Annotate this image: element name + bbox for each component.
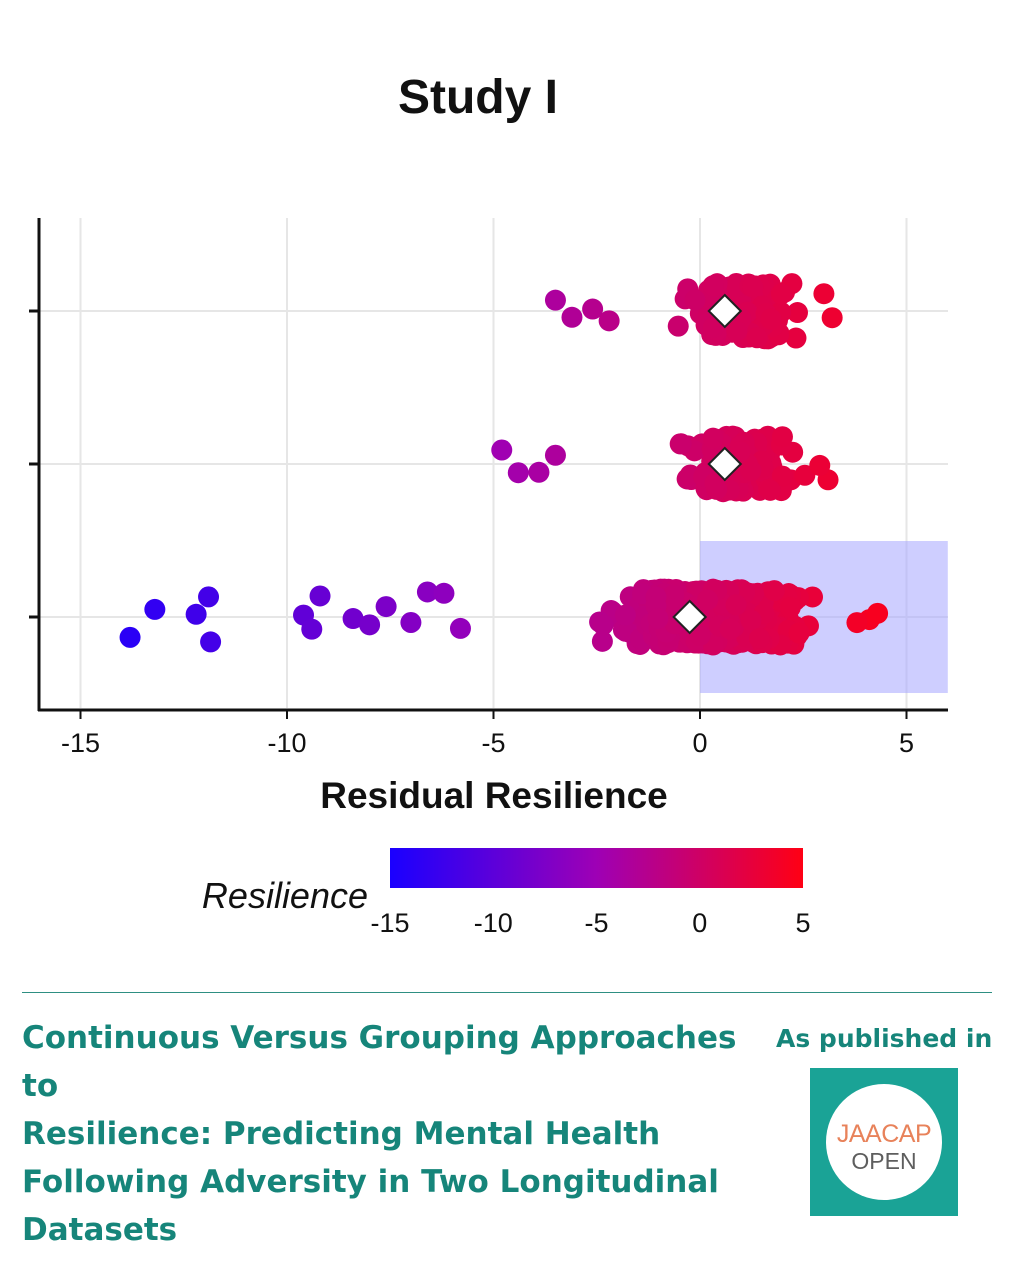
data-point <box>763 580 785 602</box>
data-point <box>667 315 689 337</box>
x-axis-label: Residual Resilience <box>320 775 668 816</box>
title-line: Continuous Versus Grouping Approaches to <box>22 1020 737 1104</box>
data-point <box>771 426 793 448</box>
x-tick-label: -15 <box>61 728 100 758</box>
group-means <box>672 293 743 635</box>
colorbar-tick-label: -15 <box>370 908 409 938</box>
colorbar-ticks: -15 -10 -5 0 5 <box>370 908 810 938</box>
article-title: Continuous Versus Grouping Approaches to… <box>22 1014 782 1254</box>
colorbar-tick-label: -5 <box>584 908 608 938</box>
colorbar-tick-label: -10 <box>474 908 513 938</box>
data-point <box>528 461 550 483</box>
data-point <box>779 596 801 618</box>
x-tick-label: -10 <box>267 728 306 758</box>
data-point <box>561 306 583 328</box>
data-point <box>433 582 455 604</box>
data-point <box>684 289 706 311</box>
data-point <box>614 604 636 626</box>
data-point <box>760 308 782 330</box>
data-point <box>846 612 868 634</box>
data-point <box>544 289 566 311</box>
data-point <box>669 433 691 455</box>
logo-text-bottom: OPEN <box>851 1148 917 1174</box>
data-point <box>748 627 770 649</box>
data-point <box>867 602 889 624</box>
colorbar <box>390 848 803 888</box>
data-point <box>375 596 397 618</box>
logo-text-top: JAACAP <box>836 1120 932 1148</box>
data-point <box>725 594 747 616</box>
title-line: Following Adversity in Two Longitudinal <box>22 1164 719 1200</box>
data-point <box>740 609 762 631</box>
data-point <box>591 630 613 652</box>
data-point <box>821 307 843 329</box>
data-point <box>704 472 726 494</box>
mean-marker <box>707 446 743 482</box>
x-tick-label: 0 <box>692 728 707 758</box>
data-point <box>598 310 620 332</box>
data-point <box>416 581 438 603</box>
data-point <box>770 283 792 305</box>
x-tick-label: 5 <box>899 728 914 758</box>
data-point <box>309 585 331 607</box>
data-point <box>119 626 141 648</box>
data-point <box>702 427 724 449</box>
logo-circle: JAACAP OPEN <box>826 1084 942 1200</box>
colorbar-tick-label: 5 <box>795 908 810 938</box>
data-point <box>742 276 764 298</box>
data-point <box>449 617 471 639</box>
chart: Study I -15 -10 -5 0 5 Residual Resilience R… <box>29 71 948 938</box>
data-point <box>544 444 566 466</box>
mean-marker <box>707 293 743 329</box>
data-point <box>740 460 762 482</box>
data-point <box>813 283 835 305</box>
data-point <box>507 462 529 484</box>
data-point <box>582 298 604 320</box>
data-point <box>342 608 364 630</box>
data-point <box>702 275 724 297</box>
data-point <box>697 589 719 611</box>
data-point <box>689 624 711 646</box>
x-tick-label: -5 <box>481 728 505 758</box>
data-point <box>301 618 323 640</box>
data-point <box>359 614 381 636</box>
title-line: Datasets <box>22 1212 178 1248</box>
data-point <box>726 320 748 342</box>
data-point <box>759 479 781 501</box>
data-point <box>185 603 207 625</box>
published-in-label: As published in <box>776 1024 993 1053</box>
data-point <box>771 465 793 487</box>
data-point <box>592 614 614 636</box>
data-point <box>746 327 768 349</box>
jaacap-open-logo: JAACAP OPEN <box>810 1068 958 1216</box>
colorbar-tick-label: 0 <box>692 908 707 938</box>
data-point <box>794 464 816 486</box>
data-point <box>144 598 166 620</box>
data-point <box>809 454 831 476</box>
colorbar-label: Resilience <box>202 875 368 916</box>
data-point <box>198 586 220 608</box>
data-point <box>719 618 741 640</box>
title-line: Resilience: Predicting Mental Health <box>22 1116 661 1152</box>
data-point <box>788 622 810 644</box>
divider <box>22 992 992 993</box>
data-point <box>400 612 422 634</box>
data-point <box>200 631 222 653</box>
data-point <box>785 327 807 349</box>
data-point <box>786 302 808 324</box>
data-point <box>491 439 513 461</box>
x-ticks: -15 -10 -5 0 5 <box>61 711 914 758</box>
y-ticks <box>29 309 39 619</box>
mean-marker <box>672 599 708 635</box>
data-point <box>647 608 669 630</box>
chart-title: Study I <box>398 71 558 124</box>
